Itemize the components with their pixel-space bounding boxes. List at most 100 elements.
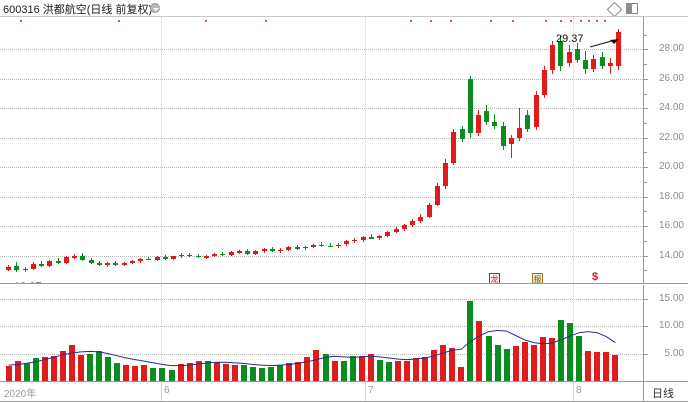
candle-body xyxy=(410,220,415,226)
price-axis-minor-tick xyxy=(644,152,647,154)
candle-body xyxy=(278,249,283,252)
volume-bar xyxy=(377,359,383,381)
price-axis-minor-tick xyxy=(644,240,647,242)
volume-bar xyxy=(567,322,573,381)
period-footer[interactable]: 日线 xyxy=(643,381,688,402)
price-gridline xyxy=(0,137,643,139)
candle-body xyxy=(64,257,69,263)
candle-body xyxy=(146,258,151,261)
volume-bar xyxy=(313,350,319,381)
candle-body xyxy=(105,263,110,265)
price-axis-minor-tick xyxy=(644,270,647,272)
top-marker-dot xyxy=(588,20,590,22)
candle-body xyxy=(476,114,481,134)
volume-axis-tick xyxy=(644,326,648,328)
volume-bar xyxy=(187,362,193,381)
candle-body xyxy=(468,78,473,134)
price-axis-label: 20.00 xyxy=(658,161,684,173)
price-axis-label: 22.00 xyxy=(658,131,684,143)
candle-body xyxy=(253,251,258,254)
candle-body xyxy=(72,256,77,258)
candle-body xyxy=(575,49,580,61)
candle-wick xyxy=(519,108,520,141)
candle-body xyxy=(245,251,250,254)
volume-bar xyxy=(332,361,338,381)
time-gridline xyxy=(365,285,366,381)
volume-bar xyxy=(531,345,537,381)
volume-bar xyxy=(558,319,564,381)
volume-bar xyxy=(214,362,220,381)
candle-body xyxy=(443,162,448,187)
marker-red-note[interactable]: 龙 xyxy=(489,273,500,284)
candle-body xyxy=(187,254,192,257)
candle-body xyxy=(220,254,225,256)
marker-gold-note[interactable]: 报 xyxy=(532,273,543,284)
volume-bar xyxy=(304,357,310,381)
volume-bar xyxy=(513,346,519,381)
volume-ma-line xyxy=(8,329,616,367)
time-axis[interactable]: 2020年 6 7 8 xyxy=(0,381,643,402)
volume-bar xyxy=(295,361,301,381)
price-axis-tick xyxy=(644,137,648,139)
candle-body xyxy=(97,262,102,265)
candle-body xyxy=(155,257,160,260)
candle-wick xyxy=(189,252,190,257)
volume-bar xyxy=(603,352,609,381)
price-chart-panel[interactable]: 龙 报 $ 29.37 12.87 xyxy=(0,16,643,284)
price-gridline xyxy=(0,49,643,51)
volume-bar xyxy=(96,351,102,381)
volume-bar xyxy=(368,353,374,381)
volume-bar xyxy=(205,360,211,381)
candle-wick xyxy=(330,243,331,248)
top-marker-dot xyxy=(490,20,492,22)
volume-axis-tick xyxy=(644,298,648,300)
candle-wick xyxy=(371,234,372,240)
price-axis[interactable]: 28.00 26.00 24.00 22.00 20.00 18.00 16.00 14.00 xyxy=(643,16,688,284)
layout-panel-icon[interactable] xyxy=(626,3,638,14)
price-gridline xyxy=(0,78,643,80)
chart-titlebar: 600316 洪都航空(日线 前复权) xyxy=(0,0,688,18)
volume-bar xyxy=(141,365,147,381)
volume-bar xyxy=(232,364,238,381)
candle-wick xyxy=(610,58,611,74)
top-marker-dot xyxy=(580,20,582,22)
candle-body xyxy=(344,241,349,245)
volume-bar xyxy=(386,361,392,381)
top-marker-dot xyxy=(596,20,598,22)
price-axis-minor-tick xyxy=(644,211,647,213)
candle-body xyxy=(14,265,19,271)
volume-bar xyxy=(105,357,111,381)
volume-bar xyxy=(78,355,84,381)
candle-body xyxy=(525,114,530,129)
candle-body xyxy=(492,121,497,126)
top-marker-dot xyxy=(450,20,452,22)
candle-body xyxy=(286,247,291,250)
price-axis-minor-tick xyxy=(644,93,647,95)
price-axis-tick xyxy=(644,196,648,198)
top-marker-dot xyxy=(265,20,267,22)
candle-body xyxy=(534,95,539,128)
volume-bar xyxy=(123,364,129,381)
volume-bar xyxy=(458,366,464,381)
time-axis-label: 2020年 xyxy=(4,389,37,400)
chevron-down-circle-icon[interactable] xyxy=(150,3,160,13)
price-axis-minor-tick xyxy=(644,123,647,125)
diamond-icon[interactable] xyxy=(606,1,623,18)
candle-wick xyxy=(321,242,322,247)
price-gridline xyxy=(0,196,643,198)
high-price-arrow-icon xyxy=(590,39,619,48)
candle-body xyxy=(369,237,374,239)
price-gridline xyxy=(0,167,643,169)
marker-dollar[interactable]: $ xyxy=(592,271,599,283)
volume-chart-panel[interactable] xyxy=(0,285,643,381)
volume-axis-label: 10.00 xyxy=(658,320,684,332)
price-axis-tick xyxy=(644,49,648,51)
top-marker-dot xyxy=(545,20,547,22)
candle-body xyxy=(361,237,366,241)
volume-bar xyxy=(350,355,356,381)
volume-bar xyxy=(341,361,347,381)
top-marker-dot xyxy=(118,20,120,22)
volume-bar xyxy=(594,352,600,381)
candle-body xyxy=(583,60,588,69)
volume-axis[interactable]: 15.00 10.00 5.00 xyxy=(643,285,688,381)
